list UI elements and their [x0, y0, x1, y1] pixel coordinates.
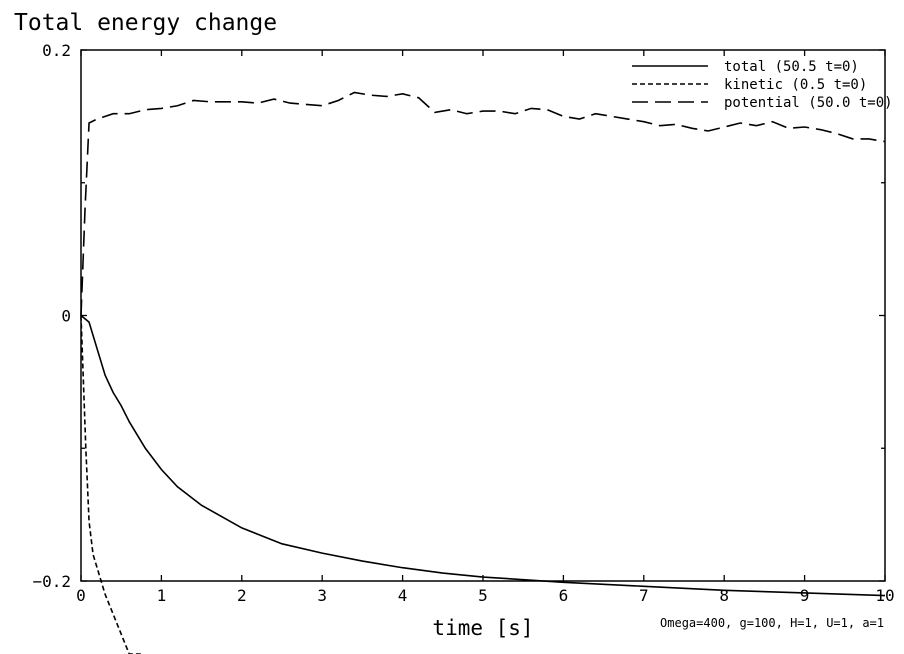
y-tick-label: 0.2 [42, 41, 71, 60]
x-tick-label: 5 [478, 586, 488, 605]
x-tick-label: 3 [317, 586, 327, 605]
series-line-solid [80, 314, 886, 597]
x-tick-label: 8 [719, 586, 729, 605]
y-tick-label: −0.2 [32, 572, 71, 591]
x-tick-label: 1 [157, 586, 167, 605]
chart-annotation: Omega=400, g=100, H=1, U=1, a=1 [660, 616, 884, 630]
x-tick-label: 9 [800, 586, 810, 605]
series-layer [80, 91, 886, 654]
legend: total (50.5 t=0) kinetic (0.5 t=0) potenti… [632, 59, 893, 111]
x-axis-label: time [s] [432, 616, 533, 640]
x-tick-label: 6 [559, 586, 569, 605]
x-tick-label: 7 [639, 586, 649, 605]
x-tick-label: 4 [398, 586, 408, 605]
y-tick-label: 0 [61, 307, 71, 326]
x-tick-label: 0 [76, 586, 86, 605]
axis-ticks: 0 1 2 3 4 5 6 7 8 9 100.20−0.2 [32, 41, 894, 605]
plot-frame [80, 49, 886, 582]
series-line-longdash [80, 91, 886, 316]
series-line-dashed [80, 315, 142, 654]
legend-label: kinetic (0.5 t=0) [724, 77, 867, 93]
legend-label: total (50.5 t=0) [724, 59, 859, 75]
chart-title: Total energy change [14, 10, 277, 36]
x-tick-label: 2 [237, 586, 247, 605]
legend-label: potential (50.0 t=0) [724, 95, 893, 111]
